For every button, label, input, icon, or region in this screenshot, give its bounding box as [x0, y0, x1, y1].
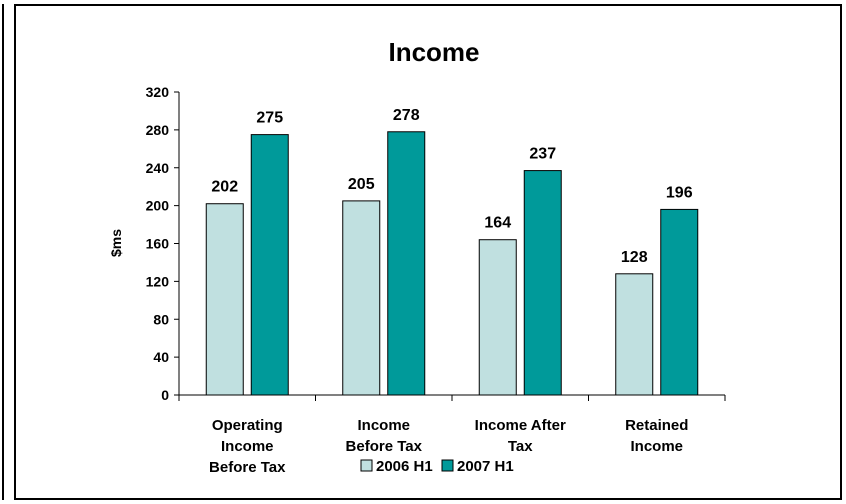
bar-2007-h1 — [387, 131, 426, 396]
y-tick-label: 240 — [146, 160, 170, 176]
y-tick-label: 40 — [153, 349, 169, 365]
x-category-label: Income After — [475, 417, 566, 434]
x-category-label: Before Tax — [209, 459, 286, 476]
x-category-label: Income — [357, 417, 410, 434]
y-tick-label: 160 — [146, 236, 170, 252]
bar-2007-h1 — [523, 170, 562, 396]
bar-2006-h1 — [478, 239, 517, 396]
y-tick-label: 320 — [146, 84, 170, 100]
y-axis-label: $ms — [108, 229, 124, 257]
data-label: 202 — [211, 179, 238, 196]
data-label: 278 — [393, 107, 420, 124]
y-tick-label: 0 — [161, 387, 169, 403]
bar-2006-h1 — [342, 200, 381, 396]
data-label: 237 — [529, 146, 556, 163]
x-category-label: Income — [221, 438, 274, 455]
x-category-label: Operating — [212, 417, 283, 434]
data-label: 128 — [621, 249, 648, 266]
data-label: 164 — [484, 215, 511, 232]
data-label: 196 — [666, 184, 693, 201]
legend-label: 2006 H1 — [376, 458, 433, 475]
legend-swatch — [441, 459, 454, 472]
legend-label: 2007 H1 — [457, 458, 514, 475]
bar-2007-h1 — [250, 134, 289, 396]
data-label: 205 — [348, 176, 375, 193]
legend-swatch — [360, 459, 373, 472]
y-tick-label: 120 — [146, 273, 170, 289]
x-category-label: Income — [630, 438, 683, 455]
x-category-label: Before Tax — [346, 438, 423, 455]
bar-2006-h1 — [615, 273, 654, 396]
y-tick-label: 80 — [153, 311, 169, 327]
chart-frame — [14, 4, 842, 500]
bar-2007-h1 — [660, 208, 699, 396]
y-tick-label: 200 — [146, 198, 170, 214]
x-category-label: Retained — [625, 417, 688, 434]
left-border-line — [2, 4, 4, 500]
data-label: 275 — [256, 110, 283, 127]
chart-title: Income — [388, 37, 479, 67]
y-tick-label: 280 — [146, 122, 170, 138]
bar-2006-h1 — [205, 203, 244, 396]
x-category-label: Tax — [508, 438, 533, 455]
